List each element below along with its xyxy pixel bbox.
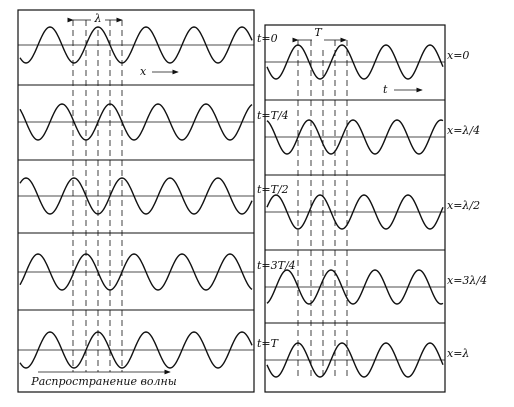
label-bg <box>312 32 324 46</box>
wave <box>266 194 444 230</box>
row-label: t=0 <box>257 32 278 45</box>
caption: Распространение волны <box>30 375 176 388</box>
row-label: x=λ/2 <box>447 199 480 212</box>
right-panel: x=λ x=3λ/4 x=λ/2 x=λ/4 x=0 T t <box>264 24 487 393</box>
wave <box>19 253 253 291</box>
wave <box>19 177 253 215</box>
wave <box>266 119 444 155</box>
period-label: T <box>314 26 323 39</box>
row-label: x=3λ/4 <box>447 274 487 287</box>
wave <box>266 269 444 305</box>
axis-label: t <box>383 83 388 96</box>
row-label: x=0 <box>447 49 469 62</box>
panel-frame <box>264 24 446 393</box>
wave <box>266 342 444 378</box>
row-label: t=3T/4 <box>257 259 296 272</box>
row-label: x=λ <box>447 347 469 360</box>
wave <box>266 44 444 80</box>
panel-frame <box>17 9 255 393</box>
wave <box>19 103 253 141</box>
wave <box>19 26 253 64</box>
axis-label: x <box>140 65 147 78</box>
wave <box>19 331 253 369</box>
left-panel: t=T t=3T/4 t=T/2 t=T/4 t=0 λ x Распространен… <box>17 9 296 393</box>
row-label: t=T/2 <box>257 183 289 196</box>
row-label: t=T/4 <box>257 109 289 122</box>
wavelength-label: λ <box>94 12 102 25</box>
row-label: x=λ/4 <box>447 124 480 137</box>
row-label: t=T <box>257 337 280 350</box>
label-bg <box>91 12 105 26</box>
